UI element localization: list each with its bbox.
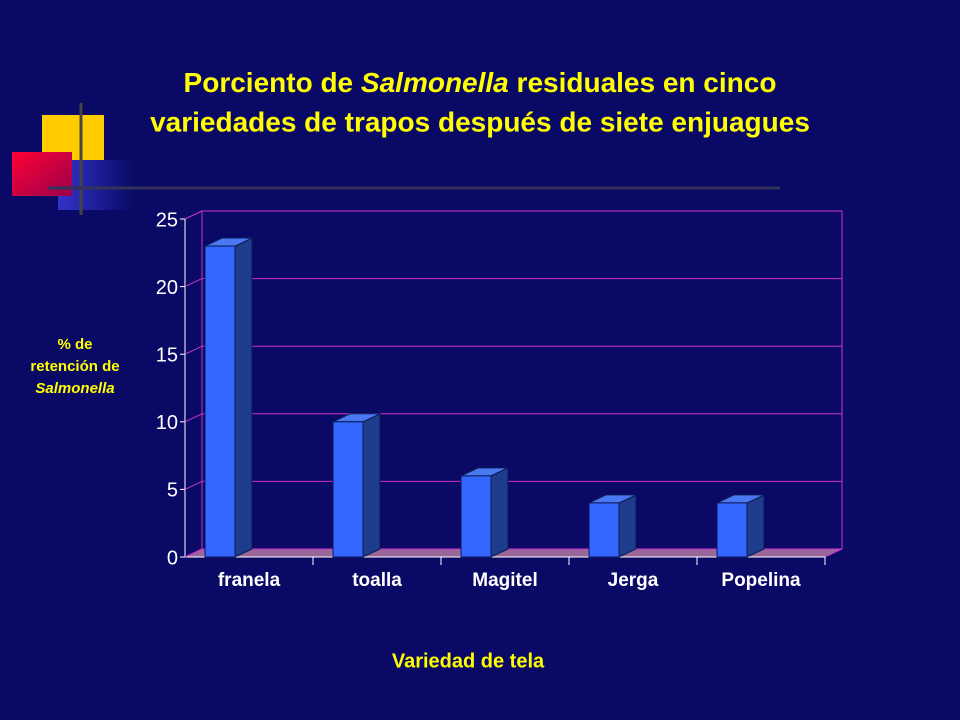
wall-edge — [184, 548, 203, 558]
bar — [332, 413, 381, 558]
bar — [588, 494, 637, 558]
x-axis-label: Variedad de tela — [392, 650, 545, 672]
x-tick-label: Popelina — [721, 570, 801, 591]
x-tick-label: franela — [218, 570, 281, 591]
y-axis-label: % de — [57, 336, 92, 353]
chart-title: variedades de trapos después de siete en… — [150, 106, 810, 137]
title-part: Salmonella — [361, 67, 509, 98]
bar-side — [746, 494, 765, 558]
bar-front — [204, 245, 236, 558]
bar-side — [490, 467, 509, 558]
y-tick-label: 5 — [167, 480, 178, 502]
title-part: Porciento de — [184, 67, 361, 98]
bar-side — [362, 413, 381, 558]
wall-edge — [184, 345, 203, 355]
y-tick-label: 15 — [156, 344, 178, 366]
wall-edge — [184, 278, 203, 288]
x-tick-label: Jerga — [608, 570, 659, 591]
y-tick-label: 0 — [167, 547, 178, 569]
wall-edge — [184, 480, 203, 490]
bar-front — [460, 475, 492, 558]
bar-front — [588, 502, 620, 558]
y-tick-label: 25 — [156, 209, 178, 231]
wall-edge — [184, 210, 203, 220]
bar-side — [618, 494, 637, 558]
bar-side — [234, 237, 253, 558]
x-tick-label: Magitel — [472, 570, 537, 591]
wall-edge — [184, 413, 203, 423]
bar-front — [716, 502, 748, 558]
y-axis-label: retención de — [30, 358, 119, 375]
y-axis-label: Salmonella — [35, 380, 114, 397]
x-tick-label: toalla — [352, 570, 402, 591]
bar — [204, 237, 253, 558]
bar-front — [332, 421, 364, 558]
bar — [460, 467, 509, 558]
title-part: residuales en cinco — [509, 67, 777, 98]
chart-title: Porciento de Salmonella residuales en ci… — [184, 67, 777, 98]
y-tick-label: 10 — [156, 412, 178, 434]
bar — [716, 494, 765, 558]
y-tick-label: 20 — [156, 277, 178, 299]
